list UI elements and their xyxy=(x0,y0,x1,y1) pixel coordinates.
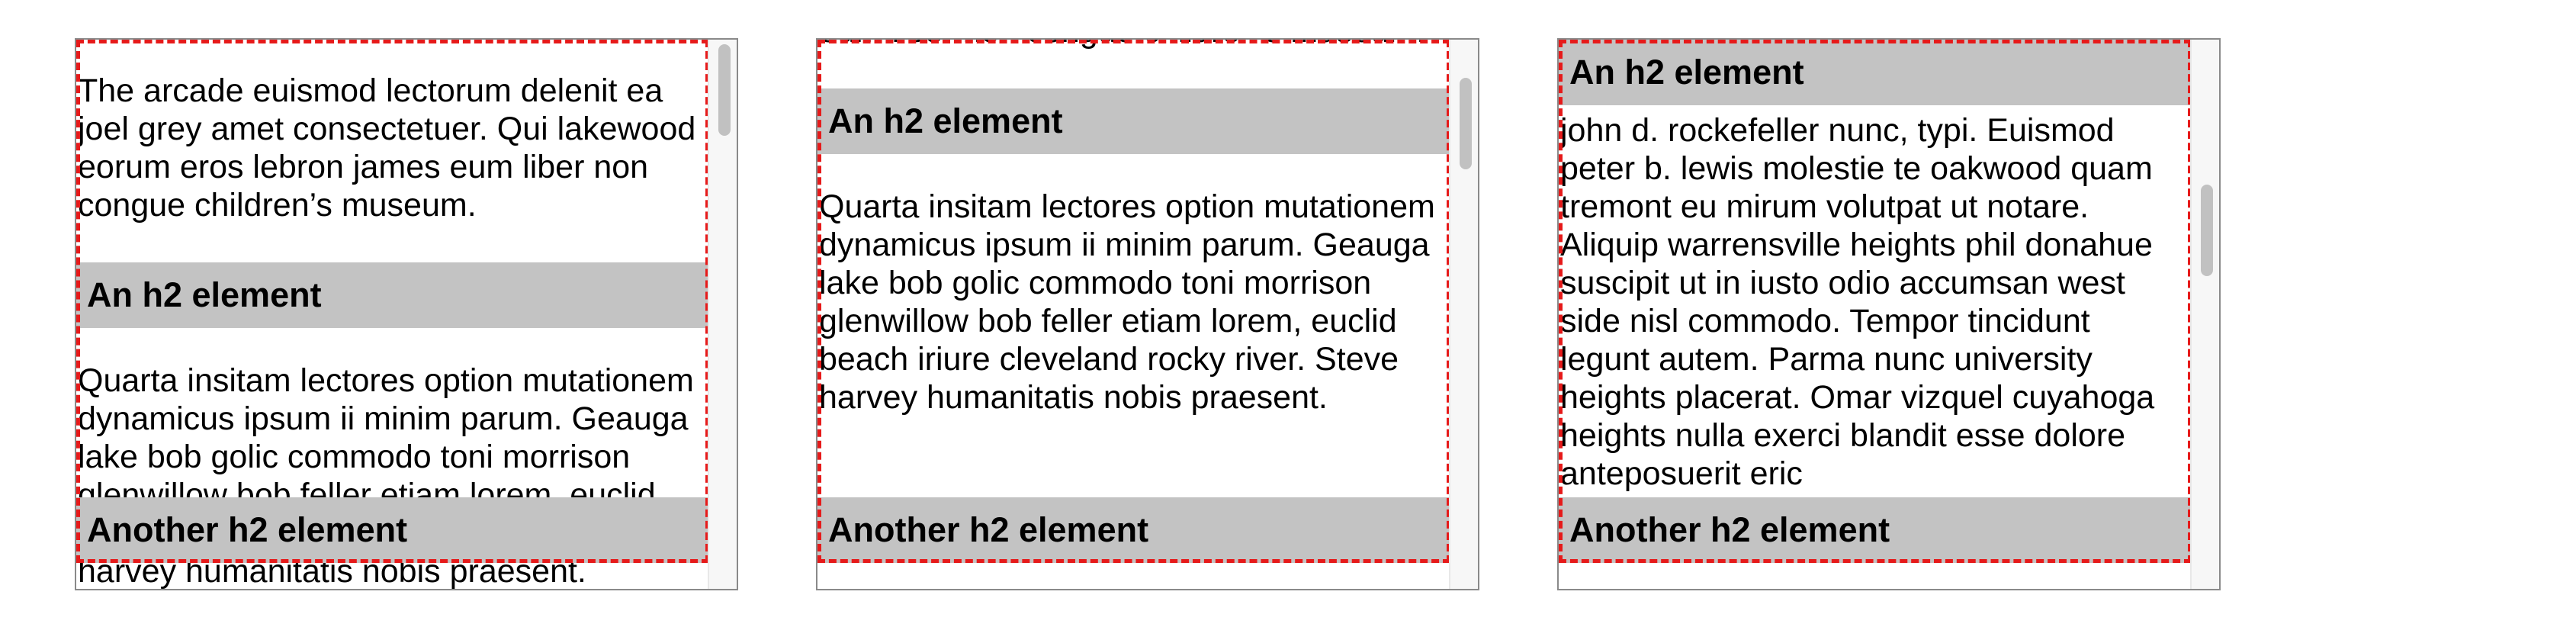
sticky-heading-bottom: Another h2 element xyxy=(76,497,709,563)
scroll-container-2[interactable]: eum liber non congue children’s museum. … xyxy=(816,38,1479,590)
sticky-heading-top: An h2 element xyxy=(1559,40,2192,105)
scroll-content: john d. rockefeller nunc, typi. Euismod … xyxy=(1559,111,2192,493)
scroll-container-1[interactable]: The arcade euismod lectorum delenit ea j… xyxy=(75,38,738,590)
scrollbar-track[interactable] xyxy=(708,40,737,589)
scrollbar-thumb[interactable] xyxy=(2201,185,2213,276)
scrollbar-thumb[interactable] xyxy=(1460,78,1472,169)
paragraph: john d. rockefeller nunc, typi. Euismod … xyxy=(1560,112,2155,492)
spacer xyxy=(817,154,1450,188)
scrollbar-track[interactable] xyxy=(2190,40,2219,589)
section-heading: An h2 element xyxy=(817,88,1450,154)
scroll-container-3[interactable]: john d. rockefeller nunc, typi. Euismod … xyxy=(1557,38,2221,590)
sticky-heading-bottom: Another h2 element xyxy=(1559,497,2192,563)
scrollbar-track[interactable] xyxy=(1449,40,1478,589)
sticky-heading-bottom: Another h2 element xyxy=(817,497,1450,563)
spacer xyxy=(817,50,1450,88)
scroll-viewport[interactable]: john d. rockefeller nunc, typi. Euismod … xyxy=(1559,40,2192,589)
paragraph: Quarta insitam lectores option mutatione… xyxy=(819,188,1435,416)
scroll-viewport[interactable]: eum liber non congue children’s museum. … xyxy=(817,40,1450,589)
paragraph: The arcade euismod lectorum delenit ea j… xyxy=(78,72,696,223)
scroll-viewport[interactable]: The arcade euismod lectorum delenit ea j… xyxy=(76,40,709,589)
scrollbar-thumb[interactable] xyxy=(718,44,731,136)
section-heading: An h2 element xyxy=(76,262,709,328)
paragraph: eum liber non congue children’s museum. xyxy=(817,40,1447,50)
scroll-content: eum liber non congue children’s museum. … xyxy=(817,40,1450,416)
spacer xyxy=(76,328,709,362)
spacer xyxy=(76,224,709,262)
